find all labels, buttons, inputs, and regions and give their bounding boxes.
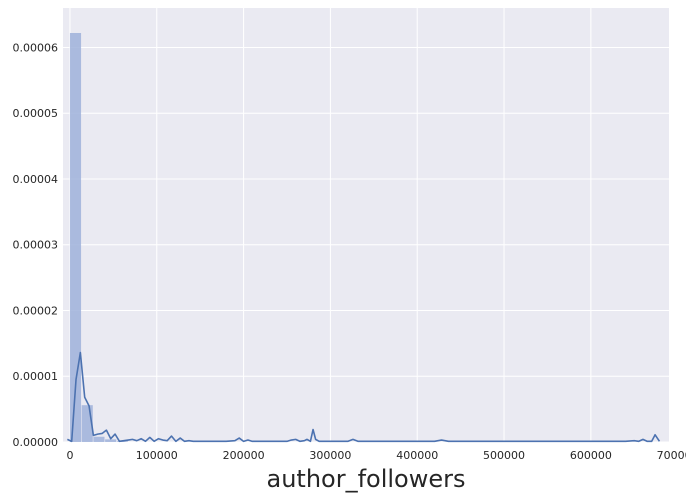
x-tick-label: 300000 (309, 449, 351, 462)
plot-background (63, 8, 669, 442)
x-tick-label: 0 (66, 449, 73, 462)
x-axis-tick-labels: 0 100000 200000 300000 400000 500000 600000 700… (66, 449, 686, 462)
x-tick-label: 400000 (396, 449, 438, 462)
x-axis-title: author_followers (266, 465, 465, 493)
y-tick-label: 0.00004 (13, 173, 59, 186)
y-tick-label: 0.00003 (13, 239, 59, 252)
histogram-bar (81, 405, 93, 442)
histogram-bar (69, 32, 82, 442)
x-tick-label: 500000 (483, 449, 525, 462)
kde-curve (67, 351, 661, 443)
y-tick-label: 0.00005 (13, 107, 59, 120)
y-tick-label: 0.00001 (13, 370, 59, 383)
histogram-bar (105, 439, 117, 442)
y-tick-label: 0.00002 (13, 304, 59, 317)
x-tick-label: 200000 (223, 449, 265, 462)
x-tick-label: 600000 (570, 449, 612, 462)
histogram-bar (93, 436, 105, 442)
y-tick-label: 0.00006 (13, 41, 59, 54)
grid-lines (63, 8, 669, 443)
x-tick-label: 100000 (136, 449, 178, 462)
y-axis-tick-labels: 0.00000 0.00001 0.00002 0.00003 0.00004 0.000… (13, 41, 59, 449)
x-tick-label: 700000 (657, 449, 686, 462)
y-tick-label: 0.00000 (13, 436, 59, 449)
